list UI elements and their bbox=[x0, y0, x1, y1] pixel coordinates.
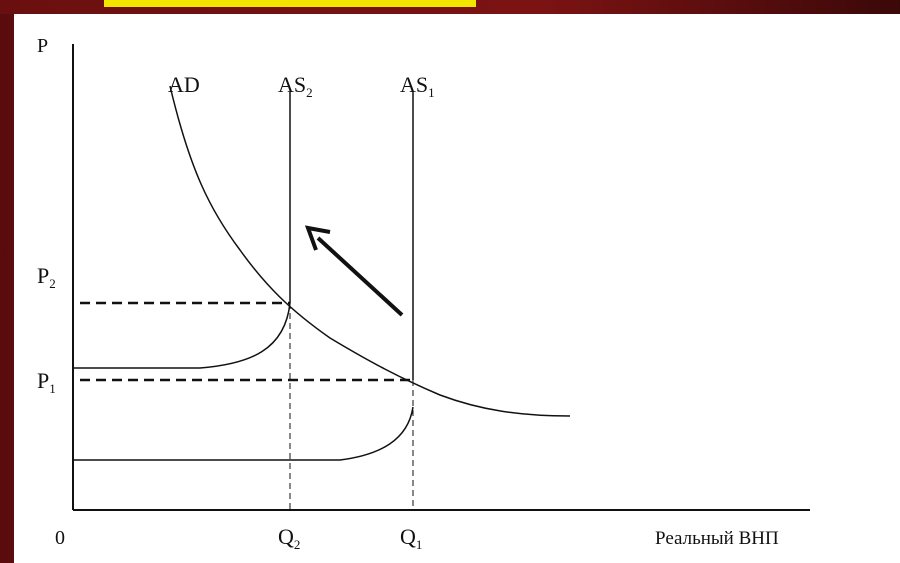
x-axis-label: Реальный ВНП bbox=[655, 528, 779, 549]
p2-label: P2 bbox=[37, 263, 56, 291]
as1-short-run-curve bbox=[74, 406, 414, 461]
p1-label: P1 bbox=[37, 368, 56, 396]
as1-label: AS1 bbox=[400, 72, 435, 100]
title-strip bbox=[104, 0, 476, 7]
as2-label: AS2 bbox=[278, 72, 313, 100]
y-axis-label: P bbox=[37, 35, 48, 57]
ad-label: AD bbox=[168, 72, 200, 97]
shift-arrow-head bbox=[304, 225, 331, 251]
diagram-panel bbox=[14, 14, 900, 563]
origin-label: 0 bbox=[55, 527, 65, 549]
ad-curve bbox=[169, 85, 571, 417]
q1-label: Q1 bbox=[400, 524, 422, 552]
q2-label: Q2 bbox=[278, 524, 300, 552]
as2-short-run-curve bbox=[74, 302, 291, 369]
shift-arrow bbox=[316, 236, 404, 317]
